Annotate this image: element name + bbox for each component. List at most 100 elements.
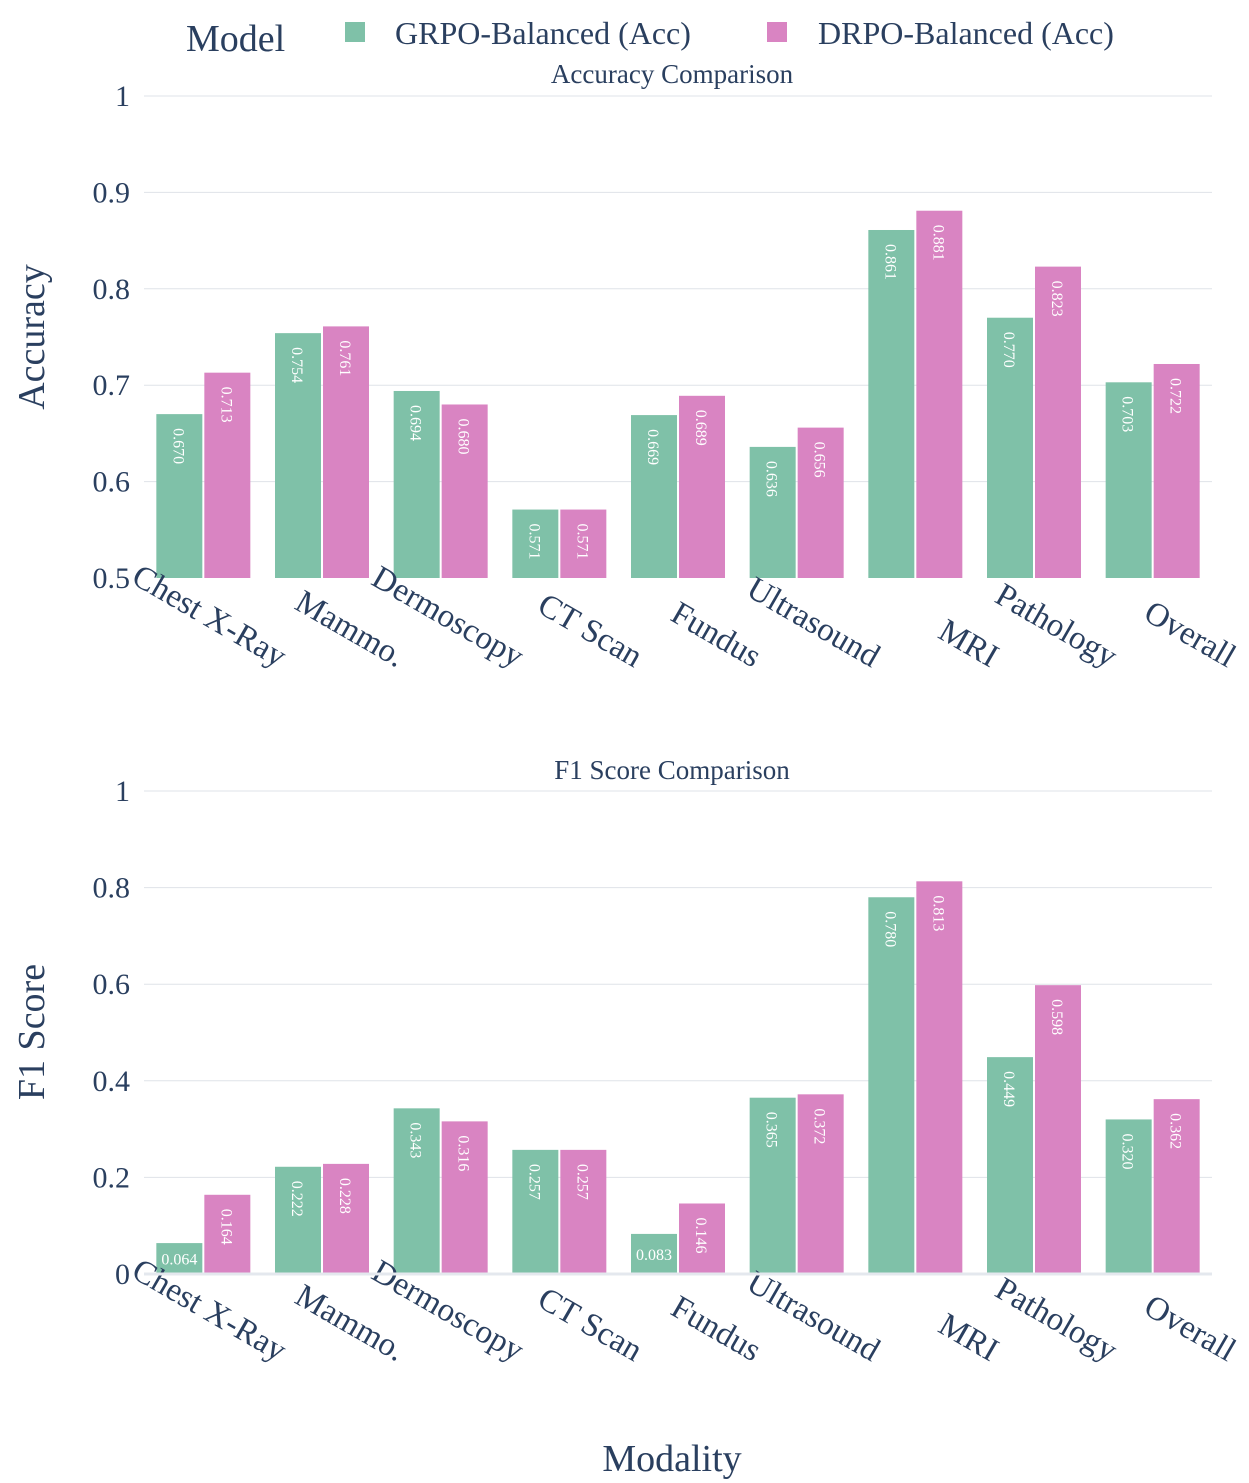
bar-value-label: 0.761 <box>336 340 353 376</box>
bar <box>679 395 725 578</box>
bar-value-label: 0.656 <box>811 442 828 478</box>
bar-value-label: 0.813 <box>929 895 946 931</box>
subplot-title: Accuracy Comparison <box>551 59 794 89</box>
bar <box>749 446 796 578</box>
bar-value-label: 0.146 <box>692 1217 709 1253</box>
bar <box>987 1057 1033 1274</box>
bar <box>393 1108 440 1274</box>
bar <box>1105 1119 1152 1274</box>
bar <box>797 1094 844 1274</box>
accuracy-subplot: 0.5 0.6 0.7 0.8 0.9 1 Accuracy Comparison Accur… <box>11 59 1242 675</box>
bar <box>156 1243 203 1274</box>
x-tick-label: MRI <box>932 1307 1004 1369</box>
bar <box>560 1149 607 1274</box>
bar-value-label: 0.636 <box>763 461 780 497</box>
bar-value-label: 0.881 <box>929 225 946 261</box>
bar <box>560 509 607 578</box>
f1-subplot: 0 0.2 0.4 0.6 0.8 1 F1 Score Comparison F1 Scor… <box>11 755 1242 1369</box>
bar-value-label: 0.680 <box>455 418 472 454</box>
bar-value-label: 0.164 <box>217 1209 234 1245</box>
bar-value-label: 0.372 <box>811 1108 828 1144</box>
bar-value-label: 0.670 <box>169 428 186 464</box>
x-tick-label: MRI <box>932 613 1004 675</box>
x-tick-label: Ultrasound <box>741 1264 886 1369</box>
bar <box>868 897 915 1274</box>
bar-value-label: 0.694 <box>407 405 424 441</box>
bar <box>204 372 251 578</box>
bar <box>987 317 1033 578</box>
bar <box>512 509 559 578</box>
bar <box>797 427 844 578</box>
bar-value-label: 0.064 <box>161 1252 197 1269</box>
y-tick-label: 0.4 <box>93 1065 131 1098</box>
bar-value-label: 0.343 <box>407 1122 424 1158</box>
bar <box>679 1203 725 1274</box>
legend-swatch-grpo[interactable] <box>345 22 365 42</box>
bar <box>323 1163 369 1274</box>
y-axis-title: F1 Score <box>11 964 53 1100</box>
y-tick-label: 0.6 <box>93 466 131 499</box>
bar <box>275 333 321 578</box>
bar <box>393 390 440 578</box>
bar <box>631 415 677 578</box>
y-tick-label: 0 <box>115 1258 130 1291</box>
x-tick-label: CT Scan <box>532 1281 649 1369</box>
bar <box>441 404 488 578</box>
y-tick-label: 1 <box>115 80 130 113</box>
bar <box>1035 985 1081 1274</box>
bar-value-label: 0.780 <box>881 911 898 947</box>
legend-swatch-drpo[interactable] <box>767 22 787 42</box>
bar-value-label: 0.669 <box>644 429 661 465</box>
bar <box>916 881 963 1274</box>
bar <box>1153 363 1200 578</box>
x-tick-label: CT Scan <box>532 587 649 675</box>
bar <box>156 414 203 578</box>
bar-value-label: 0.222 <box>288 1181 305 1217</box>
bar-value-label: 0.228 <box>336 1178 353 1214</box>
bar-value-label: 0.449 <box>1000 1071 1017 1107</box>
bar-value-label: 0.754 <box>288 347 305 383</box>
bar <box>868 229 915 578</box>
bar-value-label: 0.770 <box>1000 332 1017 368</box>
bar <box>204 1194 251 1274</box>
legend: Model GRPO-Balanced (Acc) DRPO-Balanced … <box>186 15 1114 60</box>
bar <box>1035 266 1081 578</box>
y-tick-label: 0.7 <box>93 369 131 402</box>
y-tick-label: 0.5 <box>93 562 131 595</box>
x-tick-label: Ultrasound <box>741 570 886 675</box>
bar-value-label: 0.320 <box>1119 1133 1136 1169</box>
bar-value-label: 0.316 <box>455 1135 472 1171</box>
y-tick-label: 0.8 <box>93 872 131 905</box>
legend-label-drpo[interactable]: DRPO-Balanced (Acc) <box>818 15 1114 51</box>
y-tick-label: 0.2 <box>93 1161 131 1194</box>
y-axis-title: Accuracy <box>11 264 53 410</box>
bar-value-label: 0.257 <box>573 1164 590 1200</box>
bar-value-label: 0.722 <box>1167 378 1184 414</box>
bar <box>441 1121 488 1274</box>
legend-label-grpo[interactable]: GRPO-Balanced (Acc) <box>395 15 691 51</box>
bar-value-label: 0.689 <box>692 410 709 446</box>
bar <box>512 1149 559 1274</box>
bar-value-label: 0.365 <box>763 1112 780 1148</box>
bar <box>749 1097 796 1274</box>
bar-value-label: 0.257 <box>525 1164 542 1200</box>
bar-value-label: 0.703 <box>1119 396 1136 432</box>
bar-value-label: 0.861 <box>881 244 898 280</box>
bar-value-label: 0.823 <box>1048 281 1065 317</box>
y-tick-label: 0.8 <box>93 273 131 306</box>
bar-value-label: 0.362 <box>1167 1113 1184 1149</box>
bar-value-label: 0.083 <box>636 1247 672 1264</box>
bar <box>916 210 963 578</box>
x-tick-label: Pathology <box>989 1271 1123 1369</box>
x-tick-label: Overall <box>1138 594 1242 675</box>
bar-value-label: 0.598 <box>1048 999 1065 1035</box>
bar-value-label: 0.571 <box>525 524 542 560</box>
bar <box>275 1166 321 1274</box>
subplot-title: F1 Score Comparison <box>554 755 790 785</box>
bar <box>1153 1099 1200 1274</box>
bar-value-label: 0.713 <box>217 387 234 423</box>
legend-title: Model <box>186 18 285 60</box>
y-tick-label: 0.6 <box>93 968 131 1001</box>
x-tick-label: Overall <box>1138 1288 1242 1369</box>
